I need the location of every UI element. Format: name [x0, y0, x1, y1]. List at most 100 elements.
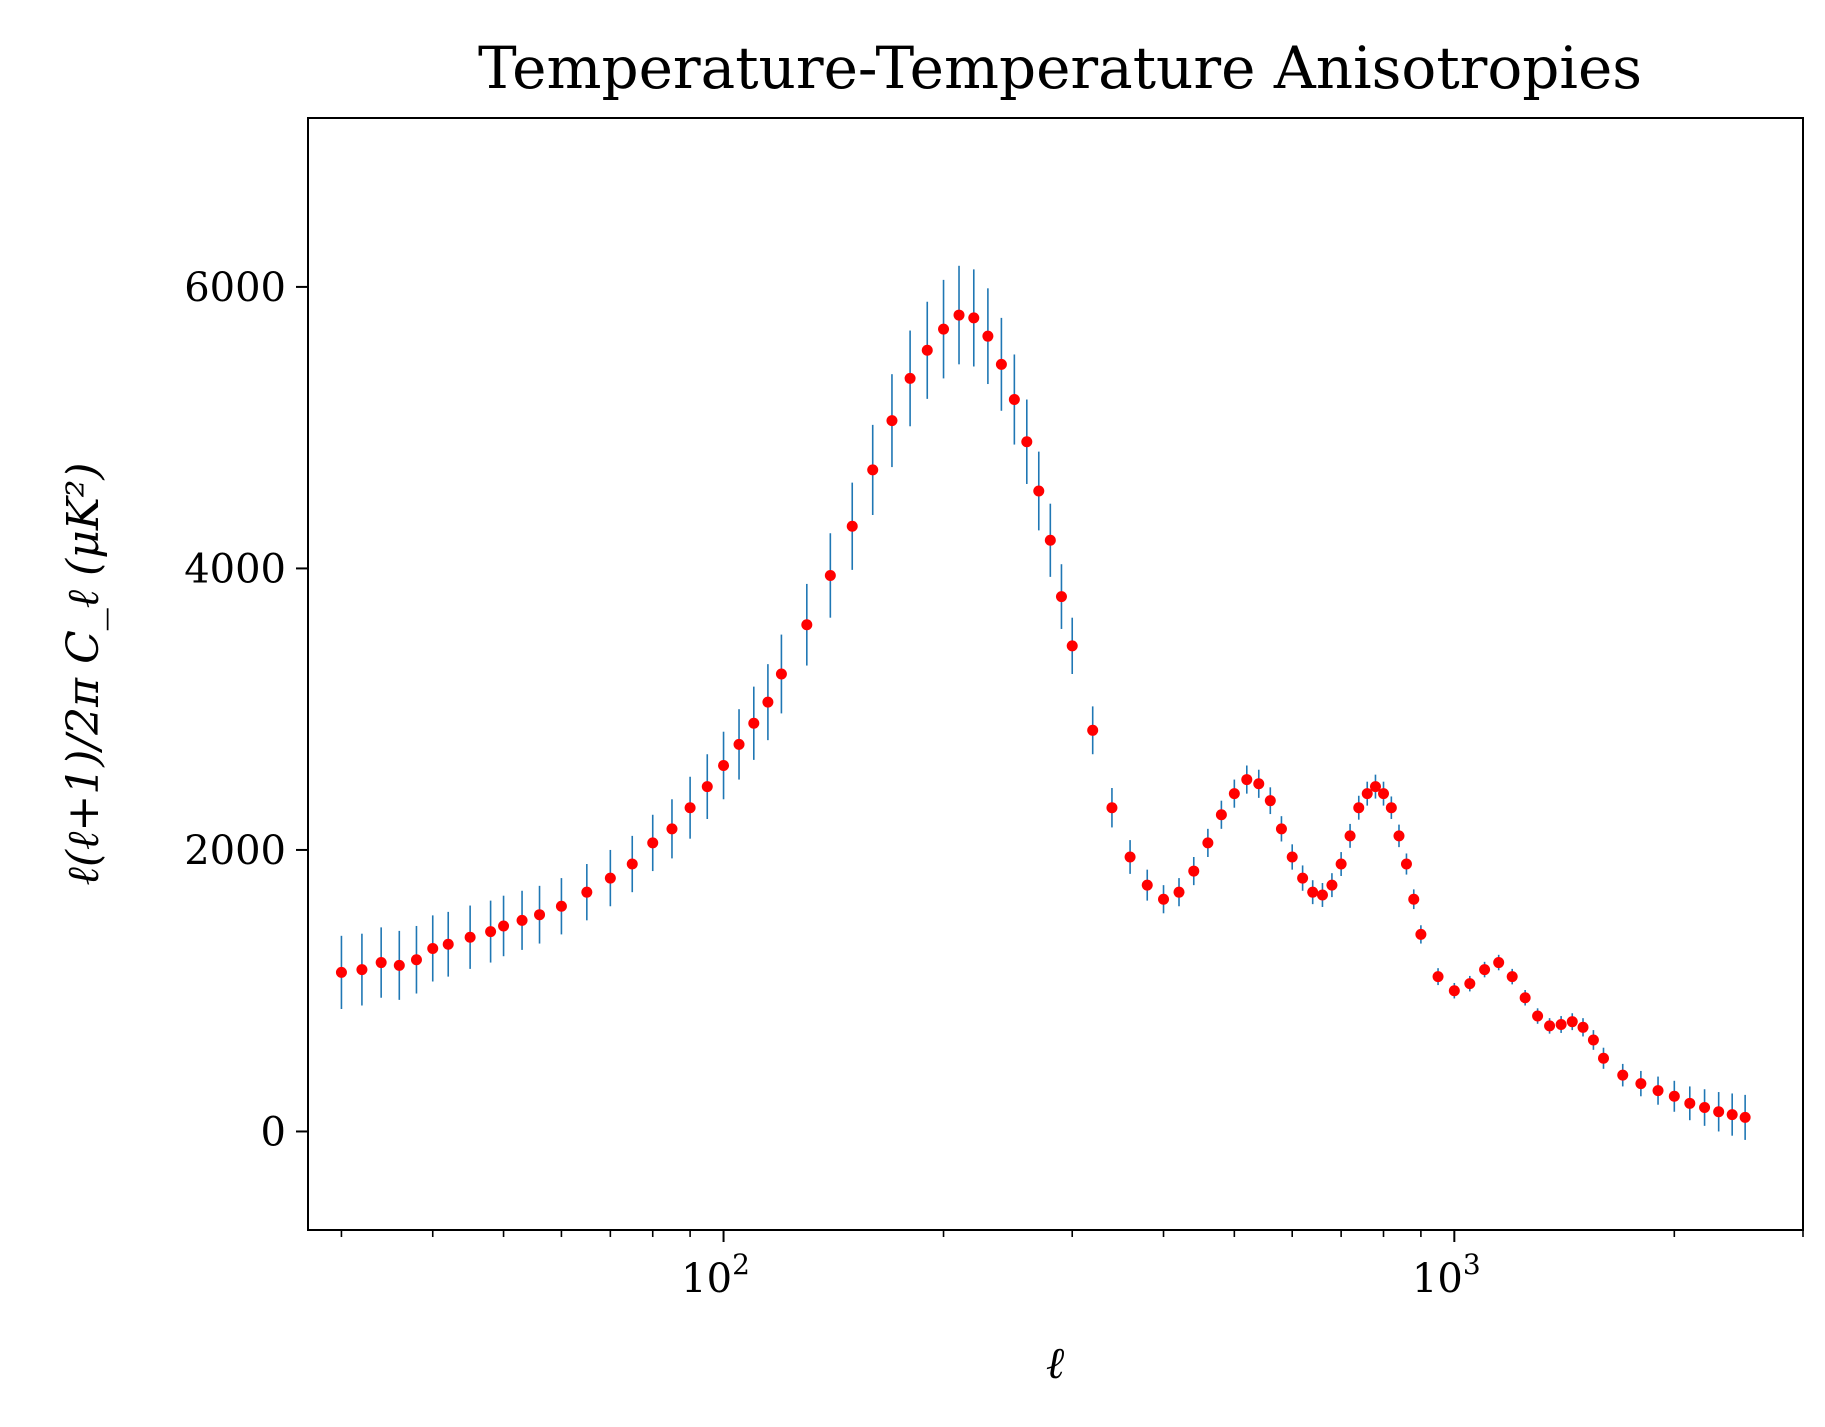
- data-point: [1188, 865, 1200, 877]
- x-axis: 102 103: [340, 1230, 1804, 1302]
- data-point: [1635, 1078, 1647, 1090]
- data-point: [762, 696, 774, 708]
- data-point: [1106, 802, 1118, 814]
- data-point: [1532, 1010, 1544, 1022]
- data-point: [356, 964, 368, 976]
- plot-frame: [307, 117, 1804, 1231]
- data-point: [1008, 394, 1020, 406]
- data-point: [718, 759, 730, 771]
- data-point: [375, 957, 387, 969]
- data-point: [1385, 802, 1397, 814]
- data-point: [1739, 1111, 1751, 1123]
- data-point: [1587, 1034, 1599, 1046]
- data-point: [1344, 830, 1356, 842]
- data-point: [1228, 788, 1240, 800]
- y-axis-label: ℓ(ℓ+1)/2π C_ℓ (μK²): [58, 463, 109, 886]
- data-point: [867, 464, 879, 476]
- y-tick-label: 6000: [184, 265, 286, 311]
- data-point: [748, 717, 760, 729]
- data-point: [1369, 781, 1381, 793]
- data-point: [1215, 809, 1227, 821]
- data-point: [904, 372, 916, 384]
- data-point: [938, 323, 950, 335]
- data-point: [1275, 823, 1287, 835]
- y-tick-label: 0: [261, 1109, 286, 1155]
- data-point: [982, 330, 994, 342]
- data-point: [427, 942, 439, 954]
- data-point: [995, 358, 1007, 370]
- data-point: [1158, 893, 1170, 905]
- data-point: [1066, 640, 1078, 652]
- data-point: [516, 914, 528, 926]
- data-point: [1141, 879, 1153, 891]
- data-point: [1713, 1106, 1725, 1118]
- data-point: [1519, 992, 1531, 1004]
- data-point: [1393, 830, 1405, 842]
- data-point: [1124, 851, 1136, 863]
- data-point: [1493, 957, 1505, 969]
- data-point: [1617, 1069, 1629, 1081]
- data-point: [1506, 971, 1518, 983]
- y-tick-label: 4000: [184, 546, 286, 592]
- data-point: [775, 668, 787, 680]
- data-point: [485, 926, 497, 938]
- data-point: [604, 872, 616, 884]
- data-point: [1726, 1109, 1738, 1121]
- data-point: [335, 966, 347, 978]
- y-axis: 0 2000 4000 6000: [184, 265, 308, 1155]
- data-point: [846, 520, 858, 532]
- data-point: [581, 886, 593, 898]
- data-point: [1566, 1016, 1578, 1028]
- y-tick-label: 2000: [184, 828, 286, 874]
- data-point: [921, 344, 933, 356]
- data-point: [1684, 1097, 1696, 1109]
- data-point: [1353, 802, 1365, 814]
- data-point: [824, 569, 836, 581]
- data-point: [555, 900, 567, 912]
- data-point: [886, 415, 898, 427]
- data-point: [1378, 788, 1390, 800]
- data-point-layer: [335, 309, 1751, 1123]
- data-point: [1033, 485, 1045, 497]
- data-point: [733, 738, 745, 750]
- data-point: [666, 823, 678, 835]
- data-point: [1597, 1052, 1609, 1064]
- data-point: [1253, 778, 1265, 790]
- data-point: [464, 931, 476, 943]
- data-point: [1361, 788, 1373, 800]
- data-point: [953, 309, 965, 321]
- data-point: [1202, 837, 1214, 849]
- data-point: [1408, 893, 1420, 905]
- data-point: [1652, 1085, 1664, 1097]
- data-point: [393, 959, 405, 971]
- data-point: [1021, 436, 1033, 448]
- data-point: [684, 802, 696, 814]
- data-point: [1335, 858, 1347, 870]
- chart-title: Temperature-Temperature Anisotropies: [478, 34, 1642, 102]
- data-point: [701, 781, 713, 793]
- data-point: [1448, 985, 1460, 997]
- data-point: [1577, 1021, 1589, 1033]
- data-point: [1432, 971, 1444, 983]
- data-point: [626, 858, 638, 870]
- data-point: [534, 909, 546, 921]
- data-point: [1464, 978, 1476, 990]
- data-point: [1668, 1090, 1680, 1102]
- data-point: [801, 619, 813, 631]
- data-point: [1297, 872, 1309, 884]
- data-point: [1241, 774, 1253, 786]
- data-point: [498, 920, 510, 932]
- data-point: [1044, 534, 1056, 546]
- data-point: [1479, 964, 1491, 976]
- data-point: [1699, 1102, 1711, 1114]
- x-axis-label: ℓ: [1046, 1338, 1065, 1389]
- data-point: [1326, 879, 1338, 891]
- data-point: [1415, 928, 1427, 940]
- data-point: [647, 837, 659, 849]
- data-point: [442, 938, 454, 950]
- data-point: [1286, 851, 1298, 863]
- data-point: [1307, 886, 1319, 898]
- data-point: [1400, 858, 1412, 870]
- data-point: [1173, 886, 1185, 898]
